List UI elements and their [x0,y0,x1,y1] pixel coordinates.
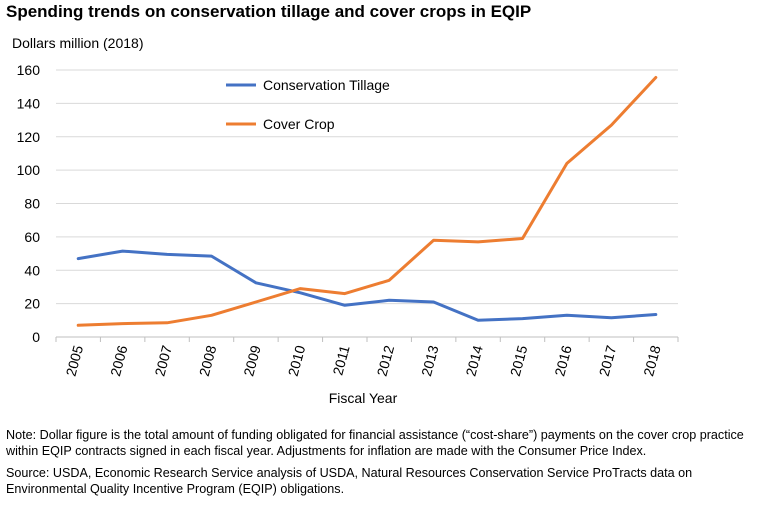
y-tick-label: 0 [32,329,40,345]
x-tick-label: 2014 [462,343,486,377]
gridlines [56,69,678,338]
series-line-conservation-tillage [76,249,658,322]
x-tick-label: 2017 [596,343,620,377]
x-tick-label: 2005 [63,343,87,377]
x-axis-label: Fiscal Year [329,390,398,406]
y-tick-label: 20 [24,296,40,312]
series-line-cover-crop [76,76,658,327]
series-lines [76,76,658,327]
y-tick-label: 140 [17,95,41,111]
x-tick-label: 2016 [551,343,575,377]
x-tick-label: 2009 [240,343,264,377]
x-tick-label: 2015 [507,343,531,377]
y-tick-label: 100 [17,162,41,178]
source-text: Source: USDA, Economic Research Service … [6,466,693,496]
x-tick-label: 2007 [151,343,175,377]
y-tick-label: 120 [17,129,41,145]
y-tick-label: 60 [24,229,40,245]
y-tick-label: 80 [24,196,40,212]
x-tick-label: 2010 [285,343,309,377]
y-axis-label: Dollars million (2018) [12,35,144,51]
chart-title: Spending trends on conservation tillage … [6,2,532,21]
y-axis-ticks: 0 20 40 60 80 100 120 140 160 [17,62,41,345]
x-axis-ticks: 2005 2006 2007 2008 2009 2010 2011 2012 2013 2014… [55,337,679,378]
x-tick-label: 2013 [418,343,442,377]
y-tick-label: 160 [17,62,41,78]
x-tick-label: 2012 [374,343,398,377]
x-tick-label: 2006 [107,343,131,377]
legend-label: Conservation Tillage [263,77,390,93]
legend: Conservation Tillage Cover Crop [226,77,390,132]
x-tick-label: 2011 [329,343,352,376]
note-text: Note: Dollar figure is the total amount … [6,428,744,458]
legend-label: Cover Crop [263,116,335,132]
x-tick-label: 2008 [196,343,220,377]
y-tick-label: 40 [24,262,40,278]
x-tick-label: 2018 [640,343,664,377]
